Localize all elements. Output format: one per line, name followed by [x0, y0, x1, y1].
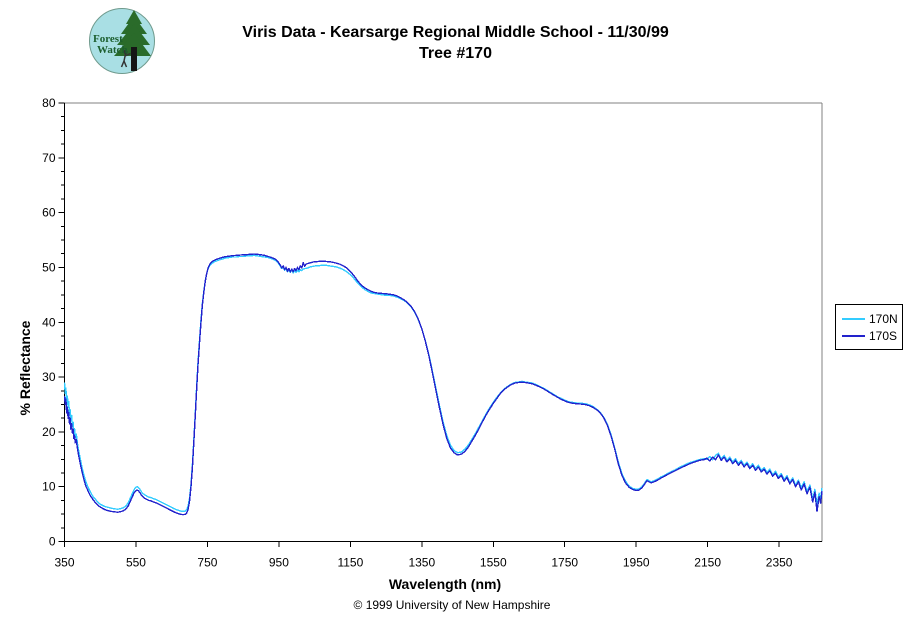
- logo-text-watch: Watch: [97, 44, 128, 56]
- tree-trunk: [131, 47, 137, 71]
- forest-watch-logo: Forest Watch: [88, 7, 156, 75]
- legend: 170N 170S: [835, 304, 903, 350]
- x-tick-label: 550: [126, 556, 146, 570]
- chart-title-line2: Tree #170: [419, 45, 492, 62]
- x-tick-label: 1550: [480, 556, 507, 570]
- copyright-text: © 1999 University of New Hampshire: [353, 598, 551, 612]
- y-tick-label: 80: [42, 96, 56, 110]
- x-axis-title: Wavelength (nm): [388, 576, 502, 592]
- y-tick-label: 30: [42, 370, 56, 384]
- x-tick-label: 2150: [694, 556, 721, 570]
- chart-title-line1: Viris Data - Kearsarge Regional Middle S…: [242, 24, 669, 41]
- x-tick-label: 1950: [623, 556, 650, 570]
- legend-label-170S: 170S: [869, 328, 898, 343]
- x-tick-label: 750: [197, 556, 217, 570]
- x-tick-label: 350: [54, 556, 74, 570]
- legend-line-sample-170N: [842, 317, 865, 320]
- y-tick-label: 20: [42, 425, 56, 439]
- logo-text-forest: Forest: [93, 33, 123, 45]
- y-tick-label: 10: [42, 480, 56, 494]
- climber-figure-icon: [120, 50, 131, 68]
- x-tick-label: 2350: [766, 556, 793, 570]
- legend-line-sample-170S: [842, 334, 865, 337]
- x-tick-label: 1150: [337, 556, 363, 570]
- pine-tree-icon: [114, 10, 151, 56]
- forest-watch-logo-art: Forest Watch: [89, 8, 155, 74]
- y-tick-label: 40: [42, 315, 56, 329]
- legend-entry-170N: 170N: [842, 313, 902, 325]
- series-line-170S: [63, 253, 823, 516]
- x-tick-label: 950: [269, 556, 289, 570]
- chart-title-block: Viris Data - Kearsarge Regional Middle S…: [0, 22, 911, 64]
- x-tick-label: 1350: [408, 556, 435, 570]
- y-tick-label: 0: [49, 535, 56, 549]
- x-tick-label: 1750: [551, 556, 578, 570]
- series-line-170N: [63, 254, 823, 513]
- legend-label-170N: 170N: [869, 311, 898, 326]
- y-axis-title: % Reflectance: [17, 320, 33, 416]
- y-tick-label: 50: [42, 260, 56, 274]
- y-tick-label: 60: [42, 206, 56, 220]
- y-tick-label: 70: [42, 151, 56, 165]
- legend-entry-170S: 170S: [842, 330, 902, 342]
